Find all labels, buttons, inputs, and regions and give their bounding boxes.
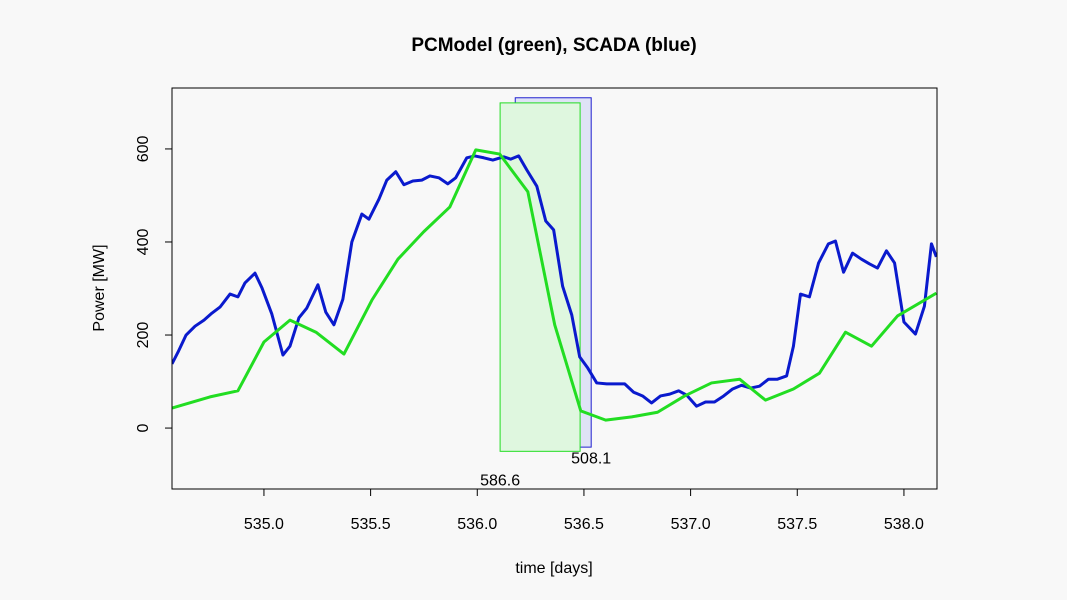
box-label: 586.6 (480, 473, 520, 490)
x-tick-label: 536.0 (457, 516, 497, 533)
highlight-box (499, 102, 581, 452)
chart-title: PCModel (green), SCADA (blue) (411, 35, 696, 56)
x-tick-label: 535.5 (351, 516, 391, 533)
plot-border (171, 87, 938, 490)
series-line (172, 148, 937, 422)
y-axis-label: Power [MW] (91, 244, 108, 331)
x-tick-label: 537.5 (777, 516, 817, 533)
x-axis-label: time [days] (515, 560, 592, 577)
x-tick-label: 537.0 (671, 516, 711, 533)
x-tick-label: 535.0 (244, 516, 284, 533)
x-tick-label: 538.0 (884, 516, 924, 533)
box-label: 508.1 (571, 450, 611, 467)
y-tick-label: 200 (135, 322, 152, 349)
plot-area (172, 97, 937, 452)
y-tick-label: 600 (135, 135, 152, 162)
y-tick-label: 0 (135, 424, 152, 433)
series-line (172, 154, 937, 408)
x-tick-label: 536.5 (564, 516, 604, 533)
y-tick-label: 400 (135, 229, 152, 256)
